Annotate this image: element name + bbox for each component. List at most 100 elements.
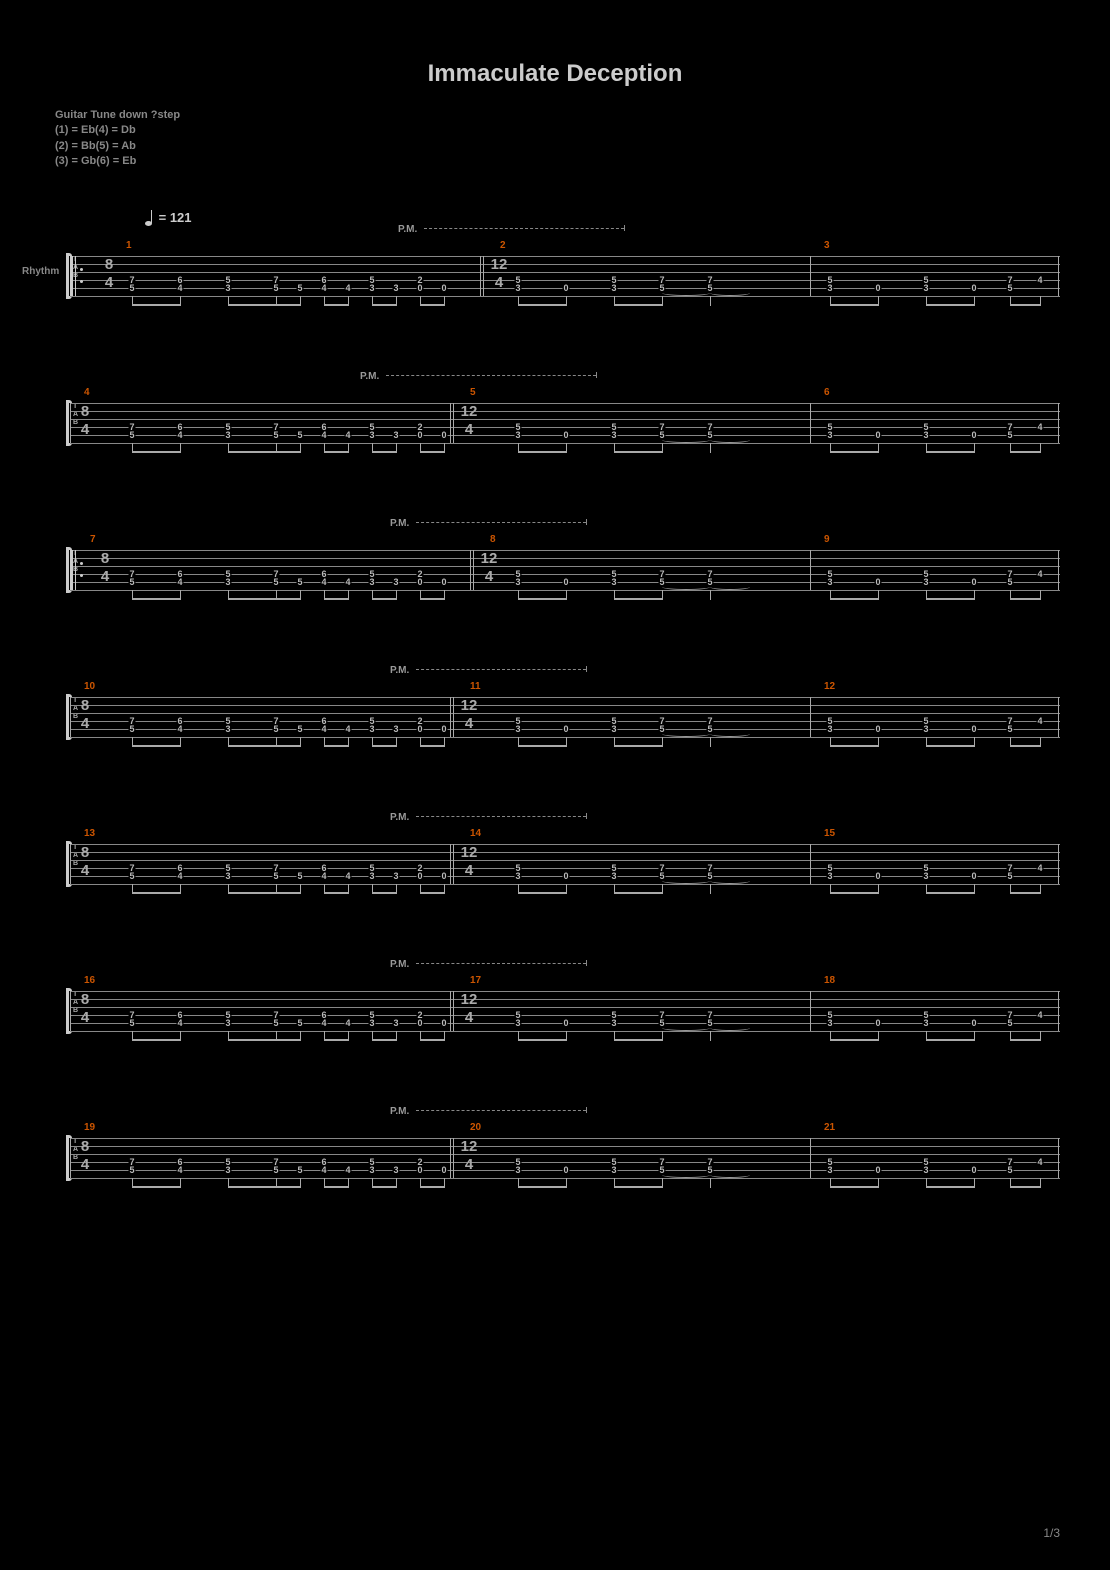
system-bracket: [66, 697, 69, 737]
fret-number: 3: [368, 724, 375, 734]
fret-number: 5: [128, 724, 135, 734]
time-signature: 124: [460, 991, 478, 1027]
note-beam: [1010, 1186, 1040, 1188]
fret-number: 0: [562, 430, 569, 440]
note-beam: [926, 892, 974, 894]
note-stem: [662, 884, 663, 894]
note-beam: [518, 304, 566, 306]
fret-number: 5: [272, 1018, 279, 1028]
fret-number: 3: [514, 577, 521, 587]
note-beam: [228, 1186, 276, 1188]
note-stem: [348, 296, 349, 306]
fret-number: 0: [562, 283, 569, 293]
note-stem: [662, 1178, 663, 1188]
fret-number: 4: [320, 577, 327, 587]
fret-number: 3: [224, 1018, 231, 1028]
palm-mute-line: [416, 522, 586, 524]
note-beam: [276, 745, 300, 747]
fret-number: 3: [922, 1018, 929, 1028]
note-beam: [1010, 304, 1040, 306]
staff-line: [70, 991, 1060, 992]
fret-number: 3: [826, 577, 833, 587]
note-beam: [518, 451, 566, 453]
note-beam: [228, 1039, 276, 1041]
fret-number: 5: [1006, 1018, 1013, 1028]
measure-number: 20: [470, 1122, 481, 1133]
track-label: Rhythm: [22, 266, 59, 277]
fret-number: 5: [128, 871, 135, 881]
note-beam: [276, 598, 300, 600]
note-beam: [132, 1186, 180, 1188]
fret-number: 4: [1036, 569, 1043, 579]
note-stem: [878, 1031, 879, 1041]
note-beam: [228, 745, 276, 747]
note-stem: [1040, 737, 1041, 747]
note-beam: [518, 892, 566, 894]
measure-number: 2: [500, 240, 506, 251]
note-beam: [614, 745, 662, 747]
staff-line: [70, 1031, 1060, 1032]
fret-number: 3: [224, 430, 231, 440]
fret-number: 5: [272, 1165, 279, 1175]
note-stem: [300, 1031, 301, 1041]
fret-number: 4: [1036, 1010, 1043, 1020]
fret-number: 4: [176, 577, 183, 587]
note-stem: [444, 590, 445, 600]
note-stem: [566, 737, 567, 747]
staff-line: [70, 264, 1060, 265]
note-stem: [396, 737, 397, 747]
note-stem: [180, 1031, 181, 1041]
tuning-line: (3) = Gb(6) = Eb: [55, 154, 1110, 169]
fret-number: 5: [296, 1165, 303, 1175]
measure-number: 4: [84, 387, 90, 398]
fret-number: 5: [296, 871, 303, 881]
note-stem: [710, 443, 711, 453]
staff-line: [70, 1178, 1060, 1179]
note-beam: [614, 892, 662, 894]
fret-number: 3: [392, 283, 399, 293]
barline: [450, 403, 451, 443]
staff-line: [70, 1015, 1060, 1016]
fret-number: 3: [514, 724, 521, 734]
note-stem: [878, 1178, 879, 1188]
fret-number: 3: [922, 1165, 929, 1175]
fret-number: 4: [344, 724, 351, 734]
note-beam: [830, 745, 878, 747]
fret-number: 3: [826, 1165, 833, 1175]
barline: [810, 403, 811, 443]
palm-mute-end: [624, 225, 625, 231]
note-stem: [710, 590, 711, 600]
fret-number: 4: [1036, 1157, 1043, 1167]
note-beam: [324, 304, 348, 306]
fret-number: 5: [128, 1018, 135, 1028]
note-beam: [324, 745, 348, 747]
fret-number: 3: [826, 430, 833, 440]
fret-number: 0: [562, 724, 569, 734]
staff-line: [70, 844, 1060, 845]
note-stem: [348, 1031, 349, 1041]
staff-line: [70, 443, 1060, 444]
fret-number: 3: [368, 871, 375, 881]
measure-number: 17: [470, 975, 481, 986]
system-bracket: [66, 844, 69, 884]
fret-number: 3: [224, 871, 231, 881]
fret-number: 5: [296, 577, 303, 587]
note-beam: [1010, 598, 1040, 600]
barline: [810, 550, 811, 590]
note-stem: [662, 296, 663, 306]
barline: [810, 697, 811, 737]
palm-mute-label: P.M.: [390, 812, 409, 823]
fret-number: 3: [224, 283, 231, 293]
measure-number: 6: [824, 387, 830, 398]
tab-systems: T A BRhythmP.M.1238412475645375564453320…: [0, 234, 1110, 1201]
note-stem: [566, 1178, 567, 1188]
fret-number: 3: [514, 283, 521, 293]
barline: [1058, 403, 1059, 443]
palm-mute-line: [416, 963, 586, 965]
note-stem: [180, 590, 181, 600]
fret-number: 4: [1036, 716, 1043, 726]
staff-line: [70, 713, 1060, 714]
fret-number: 0: [970, 1165, 977, 1175]
fret-number: 3: [224, 577, 231, 587]
repeat-start-barline: [70, 256, 73, 296]
